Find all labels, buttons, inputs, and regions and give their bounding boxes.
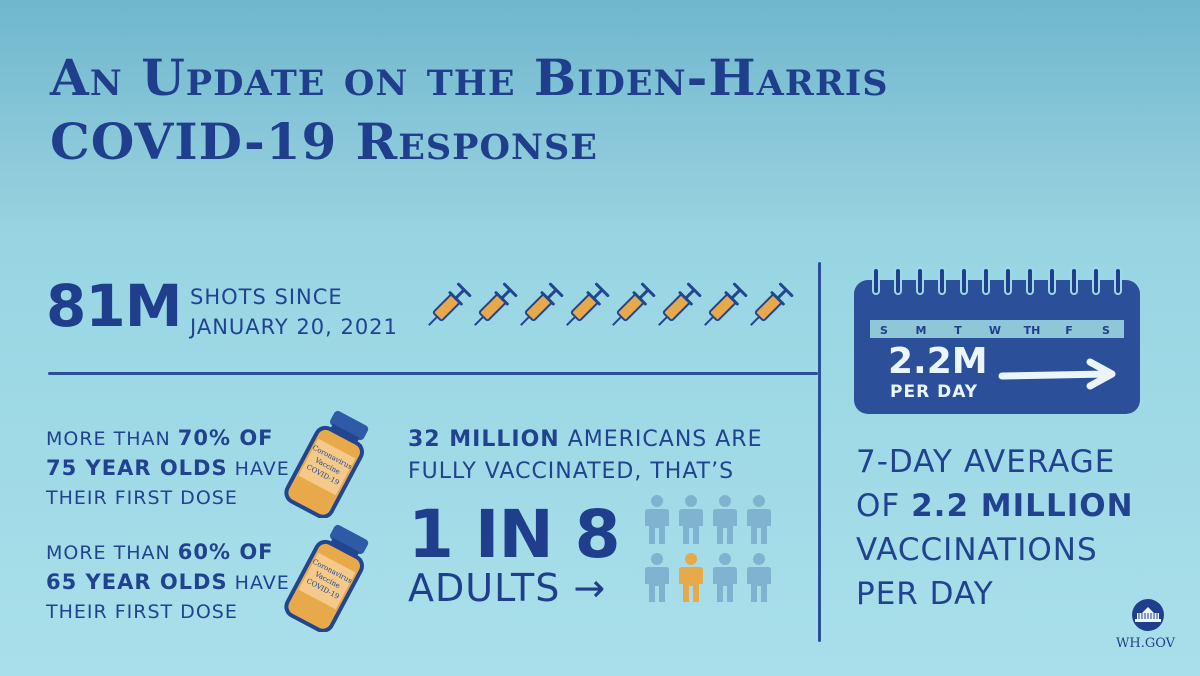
calendar-day-label: S — [1102, 324, 1110, 337]
person-icon — [645, 495, 669, 544]
dose-70-text: MORE THAN 70% OF 75 YEAR OLDS HAVE THEIR… — [46, 424, 290, 513]
calendar-ring — [1004, 267, 1012, 295]
syringe-icon — [428, 282, 472, 326]
calendar-ring — [894, 267, 902, 295]
average-of: OF — [856, 488, 912, 524]
shots-count: 81M — [46, 272, 182, 340]
dose-70-of: OF — [231, 426, 274, 450]
syringe-icon — [566, 282, 610, 326]
calendar-ring — [1092, 267, 1100, 295]
average-text: 7-DAY AVERAGE OF 2.2 MILLION VACCINATION… — [856, 440, 1134, 616]
dose-70-age: 75 YEAR OLDS — [46, 456, 228, 480]
dose-60-prefix: MORE THAN — [46, 542, 178, 564]
calendar-ring — [1026, 267, 1034, 295]
person-icon — [747, 553, 771, 602]
syringe-row — [428, 282, 794, 326]
dose-70-line3: THEIR FIRST DOSE — [46, 487, 238, 509]
syringe-icon — [704, 282, 748, 326]
dose-60-have: HAVE — [227, 572, 290, 594]
header-band — [0, 0, 1200, 221]
average-line3: VACCINATIONS — [856, 532, 1098, 568]
people-grid — [645, 495, 771, 602]
calendar-day-label: W — [989, 324, 1001, 337]
vertical-divider — [818, 262, 821, 642]
syringe-icon — [658, 282, 702, 326]
calendar-ring — [1070, 267, 1078, 295]
dose-70-have: HAVE — [227, 458, 290, 480]
page-title: An Update on the Biden-Harris COVID-19 R… — [50, 46, 889, 174]
syringe-icon — [520, 282, 564, 326]
title-line-1: An Update on the Biden-Harris — [50, 48, 889, 107]
title-line-2: COVID-19 Response — [50, 112, 598, 171]
calendar-icon: S M T W TH F S — [854, 267, 1140, 414]
vaccine-vial-icon: Coronavirus Vaccine COVID-19 — [284, 524, 369, 632]
person-icon — [747, 495, 771, 544]
syringe-icon — [612, 282, 656, 326]
person-icon — [713, 553, 737, 602]
fully-line2: FULLY VACCINATED, THAT’S — [408, 459, 735, 484]
person-highlighted-icon — [679, 553, 703, 602]
calendar-day-label: S — [880, 324, 888, 337]
person-icon — [713, 495, 737, 544]
horizontal-divider — [48, 372, 818, 375]
one-in-eight: 1 IN 8 — [408, 496, 621, 573]
fully-rest: AMERICANS ARE — [559, 427, 763, 452]
average-bold: 2.2 MILLION — [911, 488, 1134, 524]
average-line4: PER DAY — [856, 576, 994, 612]
dose-70-pct: 70% — [177, 426, 232, 450]
calendar-ring — [1114, 267, 1122, 295]
fully-vaccinated-text: 32 MILLION AMERICANS ARE FULLY VACCINATE… — [408, 424, 762, 488]
person-icon — [679, 495, 703, 544]
calendar-day-label: T — [954, 324, 962, 337]
dose-60-age: 65 YEAR OLDS — [46, 570, 228, 594]
shots-caption-line-1: SHOTS SINCE — [190, 285, 343, 309]
dose-60-of: OF — [231, 540, 274, 564]
calendar-per-day: PER DAY — [890, 382, 979, 402]
calendar-rate: 2.2M — [888, 341, 988, 382]
dose-70-prefix: MORE THAN — [46, 428, 178, 450]
average-line1: 7-DAY AVERAGE — [856, 444, 1116, 480]
calendar-ring — [960, 267, 968, 295]
syringe-icon — [750, 282, 794, 326]
dose-60-pct: 60% — [177, 540, 232, 564]
calendar-day-label: F — [1065, 324, 1073, 337]
white-house-icon — [1132, 599, 1164, 631]
syringe-icon — [474, 282, 518, 326]
dose-60-text: MORE THAN 60% OF 65 YEAR OLDS HAVE THEIR… — [46, 538, 290, 627]
calendar-day-label: M — [916, 324, 927, 337]
person-icon — [645, 553, 669, 602]
shots-caption: SHOTS SINCE JANUARY 20, 2021 — [190, 282, 398, 342]
calendar-ring — [916, 267, 924, 295]
calendar-ring — [872, 267, 880, 295]
calendar-ring — [1048, 267, 1056, 295]
vaccine-vial-icon: Coronavirus Vaccine COVID-19 — [284, 410, 369, 518]
shots-caption-line-2: JANUARY 20, 2021 — [190, 315, 398, 339]
dose-60-line3: THEIR FIRST DOSE — [46, 601, 238, 623]
calendar-day-label: TH — [1024, 324, 1041, 337]
adults-label: ADULTS → — [408, 566, 607, 610]
calendar-ring — [938, 267, 946, 295]
wh-gov-label: WH.GOV — [1116, 636, 1176, 651]
fully-bold: 32 MILLION — [408, 427, 560, 452]
calendar-ring — [982, 267, 990, 295]
